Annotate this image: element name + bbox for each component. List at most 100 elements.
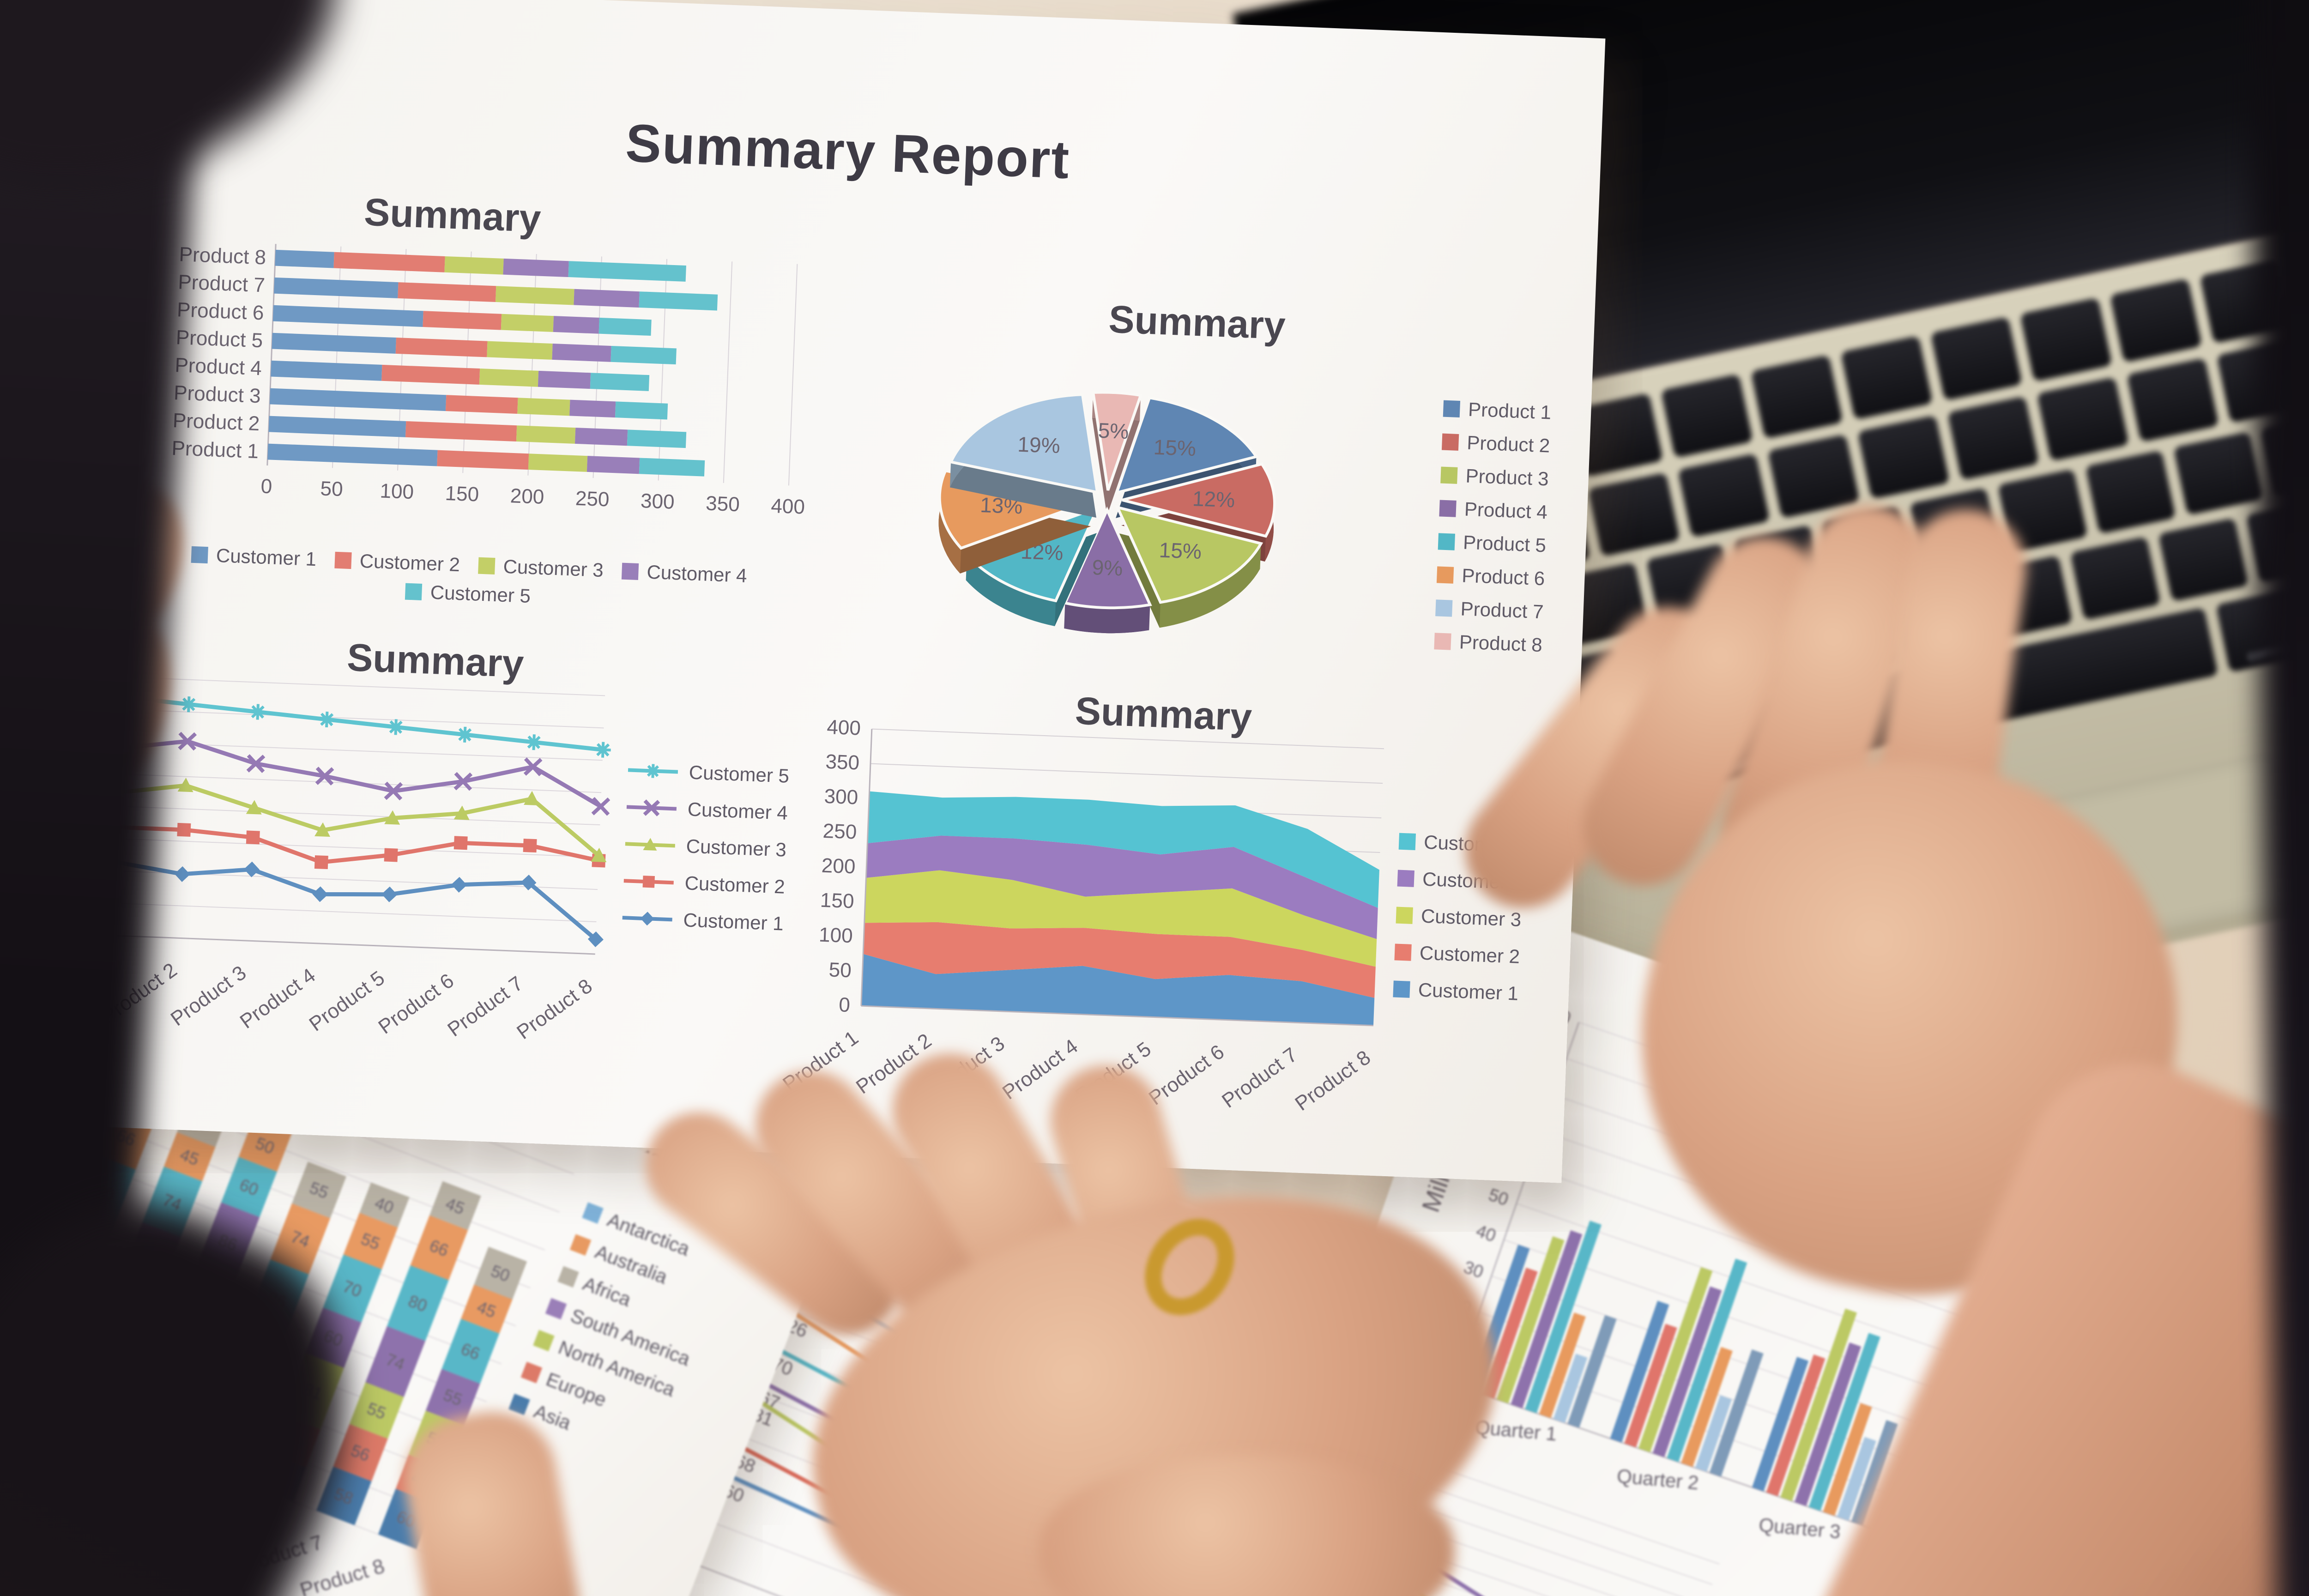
legend-swatch: [628, 764, 678, 778]
bar: [1553, 1354, 1588, 1423]
legend-item: Customer 2: [1394, 941, 1520, 967]
bar-segment: [359, 1182, 410, 1228]
data-point-marker: [177, 822, 191, 837]
legend-item: Customer 4: [623, 796, 788, 824]
bar-segment: [333, 1424, 388, 1481]
legend-item: Product 4: [1439, 497, 1548, 523]
grid-line: [120, 677, 605, 696]
data-point-marker: [640, 912, 654, 926]
bar: [1823, 1403, 1872, 1516]
bar-segment: [639, 458, 705, 477]
bar: [1624, 1324, 1677, 1448]
data-point-marker: [523, 791, 539, 806]
bar-segment: [503, 258, 569, 278]
pie-slice: [1122, 462, 1276, 538]
axis-category-label: Product 8: [1291, 1046, 1374, 1115]
grid-line: [462, 251, 472, 473]
legend-item: Product 1: [1443, 398, 1552, 424]
data-point-marker: [174, 866, 190, 882]
legend-item: Customer 3: [622, 833, 787, 861]
data-point-marker: [523, 839, 537, 853]
bar-segment: [441, 1318, 500, 1384]
axis-category-label: Product 1: [171, 437, 259, 463]
legend-label: Product 8: [1459, 631, 1543, 656]
keyboard-key: [2037, 377, 2130, 461]
legend-swatch: [623, 876, 674, 888]
legend-label: Asia: [531, 1400, 574, 1434]
legend-label: Product 3: [1465, 465, 1549, 490]
axis-tick-label: 250: [822, 820, 857, 844]
data-point-marker: [453, 836, 468, 850]
grid-line: [114, 838, 599, 858]
bar-segment: [271, 360, 382, 381]
bar: [1539, 1312, 1586, 1418]
axis-tick-label: 50: [1486, 1185, 1511, 1209]
data-point-marker: [384, 781, 403, 801]
legend-label: Customer 5: [430, 581, 531, 607]
legend-swatch: [621, 562, 639, 580]
legend-item: Customer 2: [621, 870, 786, 898]
bar: [1610, 1300, 1669, 1443]
keyboard-key: [1947, 396, 2040, 481]
bar-segment: [590, 373, 650, 391]
axis-line: [860, 729, 1374, 1027]
legend-swatch: [1393, 980, 1410, 998]
grid-line: [592, 256, 602, 478]
series-line: [115, 825, 599, 864]
legend-item: Product 5: [1438, 530, 1547, 556]
legend-item: Product 7: [1435, 597, 1544, 623]
grid-line: [870, 763, 1383, 784]
pie-slice-label: 15%: [1159, 538, 1202, 563]
axis-category-label: Product 2: [172, 409, 260, 435]
legend-swatch: [191, 546, 208, 564]
bar-segment: [333, 252, 445, 272]
data-point-marker: [451, 877, 467, 893]
axis-category-label: Product 4: [175, 354, 262, 380]
legend-label: Product 2: [1466, 431, 1551, 457]
legend-swatch: [508, 1393, 530, 1415]
legend-label: Customer 5: [689, 761, 790, 787]
legend-swatch: [569, 1234, 592, 1256]
pie-chart-legend: Product 1 Product 2 Product 3 Product 4 Prod…: [1434, 398, 1552, 657]
pie-slice-label: 5%: [1098, 418, 1129, 444]
bar-segment: [323, 1254, 382, 1323]
axis-category-label: Product 7: [443, 972, 527, 1041]
data-point-marker: [312, 886, 328, 902]
keyboard-key: [1750, 354, 1843, 439]
pie-slice: [949, 393, 1099, 494]
bar-segment: [429, 1181, 481, 1230]
data-point-marker: [314, 822, 331, 837]
legend-item: Customer 4: [621, 560, 747, 587]
keyboard-key: [2085, 450, 2176, 534]
data-point-marker: [251, 705, 265, 719]
bar-segment: [461, 1284, 513, 1334]
axis-tick-label: 200: [510, 484, 544, 508]
data-point-marker: [596, 743, 610, 756]
legend-swatch: [1440, 466, 1458, 484]
bar: [1496, 1236, 1565, 1403]
legend-swatch: [1436, 566, 1454, 584]
legend-item: Customer 3: [1396, 904, 1522, 931]
axis-tick-label: 350: [705, 492, 740, 516]
data-point-marker: [458, 728, 472, 741]
axis-tick-label: 250: [575, 487, 610, 511]
bar: [1667, 1258, 1747, 1462]
bar-segment: [479, 369, 539, 387]
legend-label: Customer 2: [359, 550, 460, 576]
grid-line: [397, 249, 407, 471]
axis-category-label: Product 6: [1145, 1040, 1228, 1110]
legend-swatch: [520, 1361, 543, 1384]
bar-segment: [410, 1215, 468, 1281]
data-point-marker: [246, 754, 266, 773]
bar-segment: [268, 416, 406, 437]
data-point-marker: [527, 736, 541, 749]
data-point-marker: [314, 855, 328, 870]
bar-segment: [444, 256, 504, 275]
keyboard-key: [1677, 453, 1770, 538]
axis-tick-label: 400: [827, 716, 861, 740]
bar-segment: [365, 1326, 426, 1397]
series-line: [119, 695, 604, 752]
bar-segment: [343, 1213, 398, 1270]
legend-label: Africa: [580, 1272, 634, 1311]
keyboard-key: [2069, 536, 2161, 621]
